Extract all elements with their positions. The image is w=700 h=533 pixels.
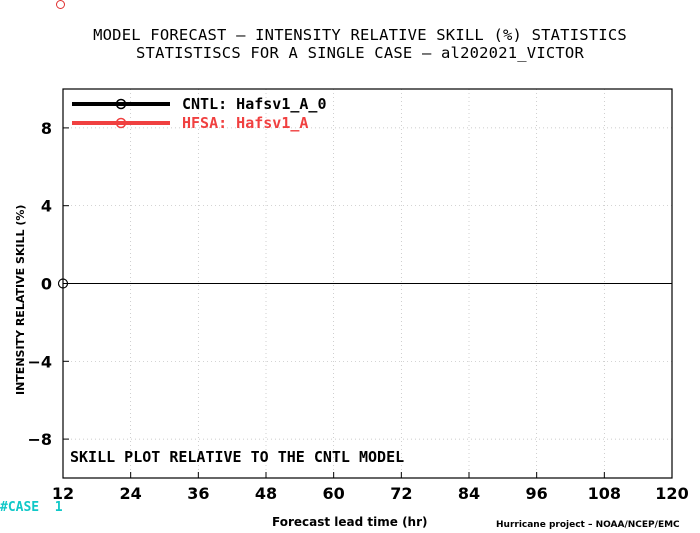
case-label: #CASE 1 (0, 500, 63, 515)
x-axis-label: Forecast lead time (hr) (272, 515, 428, 529)
data-point-series-1 (58, 278, 68, 289)
x-tick-label: 96 (526, 484, 548, 503)
chart-annotation: SKILL PLOT RELATIVE TO THE CNTL MODEL (70, 448, 405, 466)
y-tick-label: 8 (41, 119, 52, 138)
x-tick-label: 12 (52, 484, 74, 503)
chart-title: MODEL FORECAST – INTENSITY RELATIVE SKIL… (93, 26, 627, 44)
x-tick-label: 60 (323, 484, 345, 503)
credit-text: Hurricane project – NOAA/NCEP/EMC (496, 520, 680, 530)
y-tick-label: 0 (41, 275, 52, 294)
grid-layer (63, 89, 672, 478)
y-axis-label: INTENSITY RELATIVE SKILL (%) (14, 204, 27, 395)
x-tick-label: 84 (458, 484, 480, 503)
y-tick-label: −8 (27, 430, 52, 449)
legend-marker-icon (115, 98, 127, 110)
legend-marker-icon (115, 117, 127, 129)
y-tick-label: −4 (27, 352, 52, 371)
x-tick-label: 48 (255, 484, 277, 503)
x-tick-label: 24 (120, 484, 142, 503)
top-corner-marker-icon (56, 0, 65, 9)
x-tick-label: 120 (655, 484, 688, 503)
x-tick-label: 36 (187, 484, 209, 503)
legend-entry-label: HFSA: Hafsv1_A (182, 114, 308, 132)
chart-subtitle: STATISTISCS FOR A SINGLE CASE – al202021… (136, 44, 584, 62)
legend-entry-label: CNTL: Hafsv1_A_0 (182, 95, 327, 113)
x-tick-label: 72 (390, 484, 412, 503)
x-tick-label: 108 (588, 484, 621, 503)
y-tick-label: 4 (41, 197, 52, 216)
series-layer (58, 278, 68, 289)
